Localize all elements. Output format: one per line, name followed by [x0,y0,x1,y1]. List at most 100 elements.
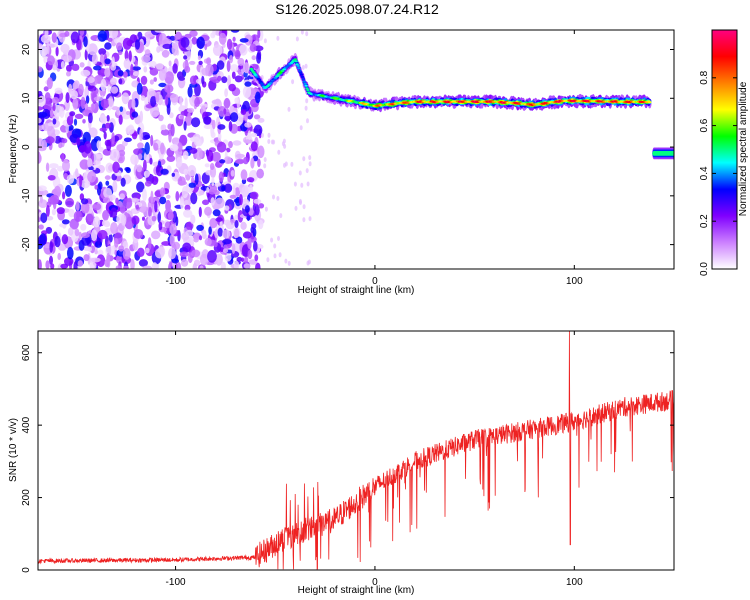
noise-blob [82,131,91,144]
noise-blob [161,124,167,131]
noise-blob [299,125,303,131]
noise-blob [169,112,174,119]
noise-blob [135,204,139,210]
noise-blob [307,259,311,265]
noise-blob [223,97,231,109]
ridge-mark [298,69,302,72]
noise-blob [148,90,157,97]
noise-blob [47,175,56,181]
colorbar-gradient [712,30,737,269]
noise-blob [109,30,119,39]
colorbar-label: Normalized spectral amplitude [738,81,749,216]
noise-blob [84,49,88,61]
noise-blob [143,66,148,73]
noise-blob [133,148,143,156]
noise-blob [131,66,141,71]
noise-blob [55,46,59,57]
noise-blob [38,224,44,230]
noise-blob [209,163,215,170]
noise-blob [132,71,140,77]
noise-blob [224,116,232,121]
noise-blob [144,49,151,58]
noise-blob [227,75,231,88]
noise-blob [222,248,229,253]
y-tick-label: 10 [21,92,32,104]
noise-blob [176,156,183,168]
noise-blob [138,259,148,267]
noise-blob [58,142,63,149]
noise-blob [183,209,193,218]
noise-blob [87,43,98,56]
noise-blob [151,262,158,269]
noise-blob [215,253,223,266]
noise-blob [177,142,183,153]
noise-blob [93,65,102,71]
noise-blob [104,42,112,50]
noise-blob [194,138,203,147]
noise-blob [92,216,101,228]
noise-blob [224,88,229,98]
noise-blob [222,239,232,245]
noise-blob [243,139,253,144]
noise-blob [154,200,158,213]
ridge-mark [297,67,301,70]
noise-blob [123,137,132,143]
noise-blob [81,232,90,239]
noise-blob [205,65,209,77]
y-tick-label: 200 [21,489,32,506]
noise-blob [150,134,154,147]
noise-blob [267,132,271,138]
figure-title: S126.2025.098.07.24.R12 [275,1,439,17]
noise-blob [118,245,124,252]
noise-blob [242,100,250,112]
noise-blob [98,181,103,190]
noise-blob [71,63,80,71]
noise-blob [284,258,288,264]
noise-blob [302,204,306,210]
noise-blob [279,213,283,219]
noise-blob [90,257,101,263]
noise-blob [212,119,216,130]
noise-blob [243,263,251,269]
noise-blob [131,111,139,118]
noise-blob [128,50,132,62]
noise-blob [116,42,123,51]
spectrogram-plot [38,30,674,269]
ridge-mark [299,73,304,76]
noise-blob [228,141,233,149]
noise-blob [263,163,267,169]
noise-blob [184,97,188,110]
noise-blob [277,149,281,155]
noise-blob [56,207,65,215]
noise-blob [103,131,107,140]
noise-blob [177,180,187,186]
noise-blob [250,157,255,169]
noise-blob [118,114,123,125]
noise-blob [290,161,294,167]
noise-blob [305,168,309,174]
snr-ylabel: SNR (10 * v/v) [8,418,19,482]
noise-blob [217,124,226,130]
noise-blob [240,221,247,230]
noise-blob [104,67,111,78]
noise-blob [66,64,72,72]
snr-xlabel: Height of straight line (km) [298,585,415,596]
noise-blob [96,254,106,267]
noise-blob [38,111,48,118]
noise-blob [181,186,189,199]
noise-blob [75,201,80,211]
noise-blob [230,64,239,72]
noise-blob [45,260,50,269]
noise-blob [214,182,222,187]
noise-blob [219,159,226,164]
noise-blob [251,223,257,230]
noise-blob [148,60,157,68]
ridge-mark [295,63,299,66]
noise-blob [272,139,276,145]
noise-blob [99,127,108,132]
noise-blob [250,132,258,138]
noise-blob [302,156,306,162]
noise-blob [211,151,221,162]
noise-blob [199,253,209,266]
